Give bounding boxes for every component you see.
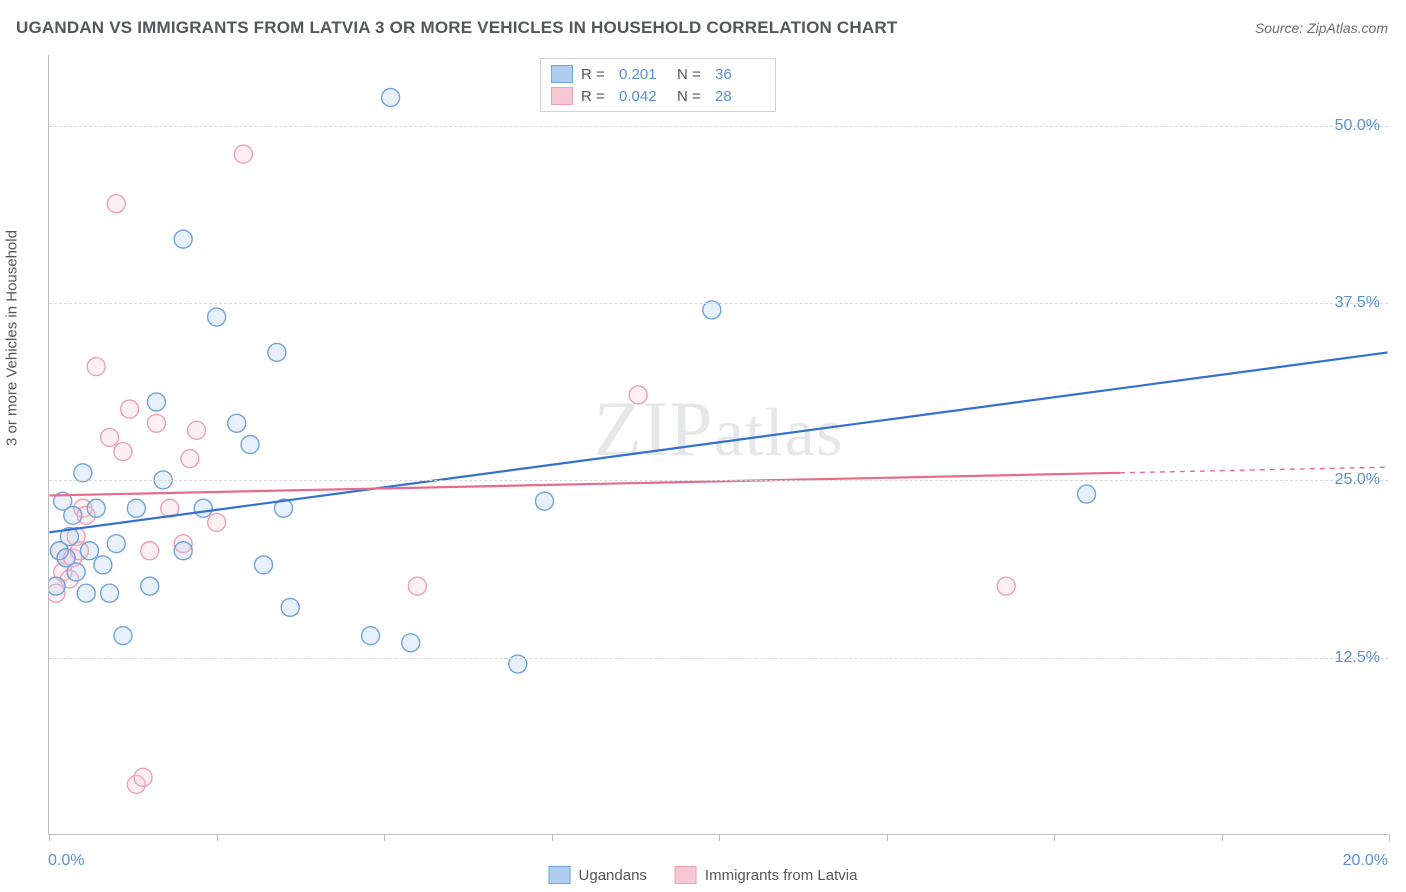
n-value-latvia: 28 [715, 88, 765, 105]
gridline [49, 303, 1388, 304]
legend-item-latvia: Immigrants from Latvia [675, 866, 858, 884]
source-label: Source: ZipAtlas.com [1255, 20, 1388, 36]
plot-area: ZIPatlas 12.5%25.0%37.5%50.0% [48, 55, 1388, 835]
stats-row-ugandans: R = 0.201 N = 36 [547, 63, 769, 85]
stats-legend: R = 0.201 N = 36 R = 0.042 N = 28 [540, 58, 776, 112]
x-tick-min: 0.0% [48, 852, 84, 870]
chart-container: UGANDAN VS IMMIGRANTS FROM LATVIA 3 OR M… [0, 0, 1406, 892]
r-value-ugandans: 0.201 [619, 66, 669, 83]
series-legend: Ugandans Immigrants from Latvia [549, 866, 858, 884]
x-tick [1222, 834, 1223, 841]
swatch-ugandans-icon [549, 866, 571, 884]
y-tick-label: 12.5% [1335, 649, 1380, 667]
legend-label-ugandans: Ugandans [579, 867, 647, 884]
y-tick-label: 50.0% [1335, 117, 1380, 135]
stats-row-latvia: R = 0.042 N = 28 [547, 85, 769, 107]
n-label: N = [677, 66, 707, 83]
gridline [49, 658, 1388, 659]
x-tick [1054, 834, 1055, 841]
y-tick-label: 25.0% [1335, 471, 1380, 489]
swatch-latvia [551, 87, 573, 105]
x-tick [1389, 834, 1390, 841]
n-value-ugandans: 36 [715, 66, 765, 83]
gridline [49, 126, 1388, 127]
x-tick [719, 834, 720, 841]
x-tick [887, 834, 888, 841]
x-tick [49, 834, 50, 841]
x-tick-max: 20.0% [1343, 852, 1388, 870]
chart-title: UGANDAN VS IMMIGRANTS FROM LATVIA 3 OR M… [16, 18, 897, 38]
r-label: R = [581, 66, 611, 83]
scatter-svg [49, 55, 1388, 834]
r-label: R = [581, 88, 611, 105]
x-tick [552, 834, 553, 841]
swatch-ugandans [551, 65, 573, 83]
y-axis-label: 3 or more Vehicles in Household [4, 230, 21, 446]
legend-item-ugandans: Ugandans [549, 866, 647, 884]
x-tick [384, 834, 385, 841]
y-tick-label: 37.5% [1335, 294, 1380, 312]
gridline [49, 480, 1388, 481]
r-value-latvia: 0.042 [619, 88, 669, 105]
swatch-latvia-icon [675, 866, 697, 884]
n-label: N = [677, 88, 707, 105]
legend-label-latvia: Immigrants from Latvia [705, 867, 858, 884]
x-tick [217, 834, 218, 841]
